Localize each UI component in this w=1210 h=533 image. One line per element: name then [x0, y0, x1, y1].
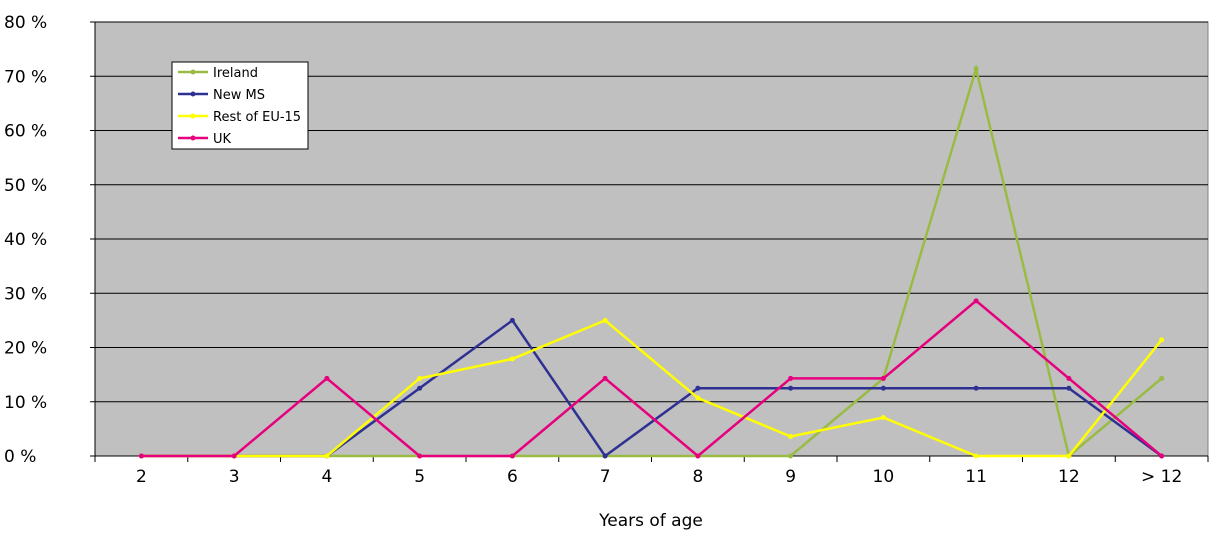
x-tick-label: 12: [1058, 467, 1080, 487]
legend-marker: [190, 91, 196, 97]
legend: Ireland New MS Rest of EU-15 UK: [171, 61, 309, 150]
y-tick-label: 80 %: [4, 13, 47, 33]
x-tick-label: 8: [692, 467, 703, 487]
data-point: [788, 453, 794, 459]
data-point: [417, 385, 423, 391]
data-point: [788, 385, 794, 391]
data-point: [1159, 337, 1165, 343]
y-tick-label: 10 %: [4, 393, 47, 413]
data-point: [417, 375, 423, 381]
data-point: [231, 453, 237, 459]
data-point: [602, 317, 608, 323]
x-tick-label: 3: [229, 467, 240, 487]
data-point: [695, 453, 701, 459]
y-tick-label: 0 %: [4, 447, 36, 467]
legend-label: New MS: [213, 88, 265, 103]
legend-marker: [190, 69, 196, 75]
y-tick-label: 30 %: [4, 284, 47, 304]
legend-marker: [190, 113, 196, 119]
data-point: [695, 385, 701, 391]
data-point: [324, 375, 330, 381]
y-tick-label: 60 %: [4, 122, 47, 142]
legend-box: [171, 61, 309, 150]
data-point: [1066, 453, 1072, 459]
data-point: [1159, 375, 1165, 381]
data-point: [880, 375, 886, 381]
legend-label: Ireland: [213, 66, 258, 81]
y-tick-label: 20 %: [4, 339, 47, 359]
x-tick-label: > 12: [1141, 467, 1182, 487]
x-tick-label: 5: [414, 467, 425, 487]
data-point: [973, 66, 979, 72]
data-point: [973, 298, 979, 304]
x-axis-label: Years of age: [598, 511, 703, 531]
series-group: [138, 63, 1165, 459]
x-tick-label: 2: [136, 467, 147, 487]
data-point: [880, 414, 886, 420]
data-point: [1066, 385, 1072, 391]
y-tick-label: 40 %: [4, 230, 47, 250]
data-point: [973, 453, 979, 459]
legend-label: UK: [213, 132, 232, 147]
data-point: [509, 453, 515, 459]
gridlines: [95, 21, 1208, 403]
data-point: [602, 375, 608, 381]
data-point: [417, 453, 423, 459]
data-point: [138, 453, 144, 459]
x-tick-label: 4: [321, 467, 332, 487]
x-tick-label: 10: [873, 467, 895, 487]
data-point: [788, 375, 794, 381]
series-line: [141, 299, 1163, 458]
legend-label: Rest of EU-15: [213, 110, 301, 125]
series-3: [138, 298, 1165, 459]
x-tick-label: 9: [785, 467, 796, 487]
x-tick-label: 7: [600, 467, 611, 487]
y-tick-label: 50 %: [4, 176, 47, 196]
data-point: [695, 395, 701, 401]
series-line: [141, 318, 1163, 458]
x-axis-ticks: 2 3 4 5 6 7 8 9 10 11 12 > 12: [94, 456, 1209, 487]
data-point: [509, 317, 515, 323]
data-point: [1066, 375, 1072, 381]
data-point: [509, 356, 515, 362]
data-point: [973, 385, 979, 391]
data-point: [1159, 453, 1165, 459]
data-point: [880, 385, 886, 391]
data-point: [788, 433, 794, 439]
x-tick-label: 11: [965, 467, 987, 487]
x-tick-label: 6: [507, 467, 518, 487]
legend-marker: [190, 135, 196, 141]
y-tick-label: 70 %: [4, 67, 47, 87]
data-point: [324, 453, 330, 459]
data-point: [602, 453, 608, 459]
